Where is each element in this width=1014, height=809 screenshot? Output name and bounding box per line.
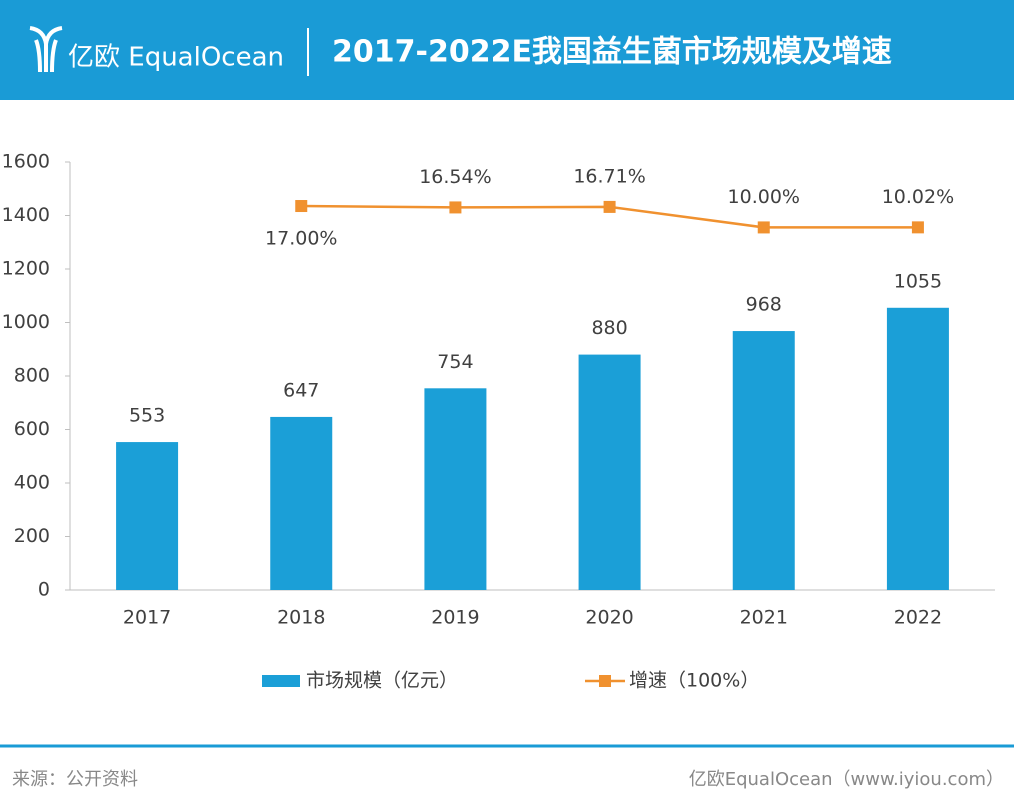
growth-label: 10.00% [728, 186, 800, 208]
bar-label: 647 [283, 379, 319, 401]
y-tick-label: 1200 [2, 258, 50, 280]
bar [732, 331, 795, 590]
bar [886, 307, 949, 590]
bar-label: 968 [746, 294, 782, 316]
legend-label: 增速（100%） [629, 670, 759, 692]
growth-label: 17.00% [265, 228, 337, 250]
y-tick-label: 600 [14, 418, 50, 440]
x-tick-label: 2022 [894, 607, 942, 629]
bar-label: 1055 [894, 270, 942, 292]
legend-label: 市场规模（亿元） [306, 670, 458, 692]
y-tick-label: 1000 [2, 311, 50, 333]
bar-label: 880 [591, 317, 627, 339]
x-tick-label: 2019 [431, 607, 479, 629]
bar [116, 442, 179, 590]
growth-label: 10.02% [882, 186, 954, 208]
y-tick-label: 400 [14, 472, 50, 494]
growth-point [295, 200, 308, 213]
x-tick-label: 2021 [740, 607, 788, 629]
bar [424, 388, 487, 590]
legend-swatch [262, 675, 300, 687]
y-tick-label: 800 [14, 365, 50, 387]
growth-point [603, 200, 616, 213]
growth-point [449, 201, 462, 214]
y-tick-label: 200 [14, 525, 50, 547]
credit: 亿欧EqualOcean（www.iyiou.com） [689, 769, 1004, 790]
growth-point [911, 221, 924, 234]
y-tick-label: 0 [38, 579, 50, 601]
source: 来源：公开资料 [12, 769, 138, 790]
header-band [0, 0, 1014, 100]
logo-text: 亿欧 EqualOcean [68, 43, 284, 73]
y-tick-label: 1600 [2, 151, 50, 173]
logo-icon [29, 26, 63, 73]
x-tick-label: 2018 [277, 607, 325, 629]
x-tick-label: 2020 [585, 607, 633, 629]
bar [578, 354, 641, 590]
bar [270, 416, 333, 590]
y-tick-label: 1400 [2, 204, 50, 226]
growth-label: 16.54% [419, 166, 491, 188]
growth-point [757, 221, 770, 234]
x-tick-label: 2017 [123, 607, 171, 629]
legend-swatch-point [599, 675, 611, 687]
growth-label: 16.71% [573, 165, 645, 187]
bar-label: 754 [437, 351, 473, 373]
bar-label: 553 [129, 405, 165, 427]
chart-title: 2017-2022E我国益生菌市场规模及增速 [332, 35, 892, 70]
